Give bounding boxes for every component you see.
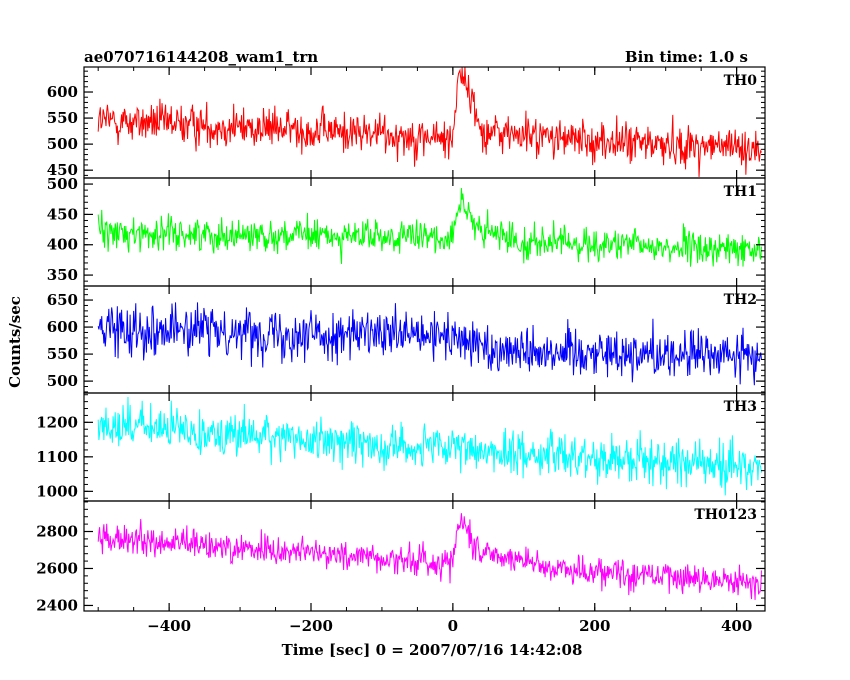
series-line-th3 [97, 396, 762, 496]
panel-label-th3: TH3 [724, 399, 757, 415]
bin-time-label: Bin time: 1.0 s [625, 48, 748, 66]
series-line-th0 [97, 67, 762, 177]
x-axis-label: Time [sec] 0 = 2007/07/16 14:42:08 [282, 641, 583, 659]
y-tick-label: 400 [47, 236, 78, 254]
y-tick-label: 1000 [36, 482, 78, 500]
y-tick-label: 550 [47, 109, 78, 127]
y-tick-label: 350 [47, 266, 78, 284]
y-axis-label: Counts/sec [6, 296, 24, 388]
y-tick-label: 2800 [36, 523, 78, 541]
panel-th0123: 2400 2600 2800 TH0123 [36, 500, 766, 614]
series-line-th2 [97, 302, 762, 386]
panel-th1: 350 400 450 500 TH1 [47, 175, 766, 287]
panel-label-th1: TH1 [724, 184, 757, 200]
y-tick-label: 2600 [36, 559, 78, 577]
panel-label-th2: TH2 [724, 292, 757, 308]
y-tick-label: 500 [47, 372, 78, 390]
x-tick-label: −400 [147, 617, 191, 635]
x-tick-label: 200 [579, 617, 610, 635]
y-tick-label: 550 [47, 345, 78, 363]
y-tick-label: 450 [47, 161, 78, 179]
panel-th0: 450 500 550 600 TH0 [47, 66, 766, 179]
panel-frame [83, 392, 766, 502]
x-axis: −400 −200 0 200 400 [97, 67, 752, 635]
y-tick-label: 2400 [36, 596, 78, 614]
series-line-th0123 [97, 513, 762, 600]
panel-label-th0: TH0 [724, 73, 758, 89]
y-tick-label: 600 [47, 318, 78, 336]
x-tick-label: 400 [721, 617, 752, 635]
panel-frame [83, 66, 766, 179]
y-tick-label: 1100 [36, 448, 78, 466]
x-tick-label: 0 [448, 617, 458, 635]
y-tick-label: 500 [47, 175, 78, 193]
panel-th3: 1000 1100 1200 TH3 [36, 392, 766, 502]
chart-title: ae070716144208_wam1_trn [84, 48, 318, 66]
series-line-th1 [97, 187, 762, 267]
y-tick-label: 1200 [36, 413, 78, 431]
panel-th2: 500 550 600 650 TH2 [47, 285, 766, 394]
panel-frame [83, 500, 766, 612]
y-tick-label: 650 [47, 291, 78, 309]
panel-label-th0123: TH0123 [694, 507, 757, 523]
y-tick-label: 450 [47, 205, 78, 223]
x-tick-label: −200 [289, 617, 333, 635]
y-tick-label: 600 [47, 83, 78, 101]
y-tick-label: 500 [47, 135, 78, 153]
